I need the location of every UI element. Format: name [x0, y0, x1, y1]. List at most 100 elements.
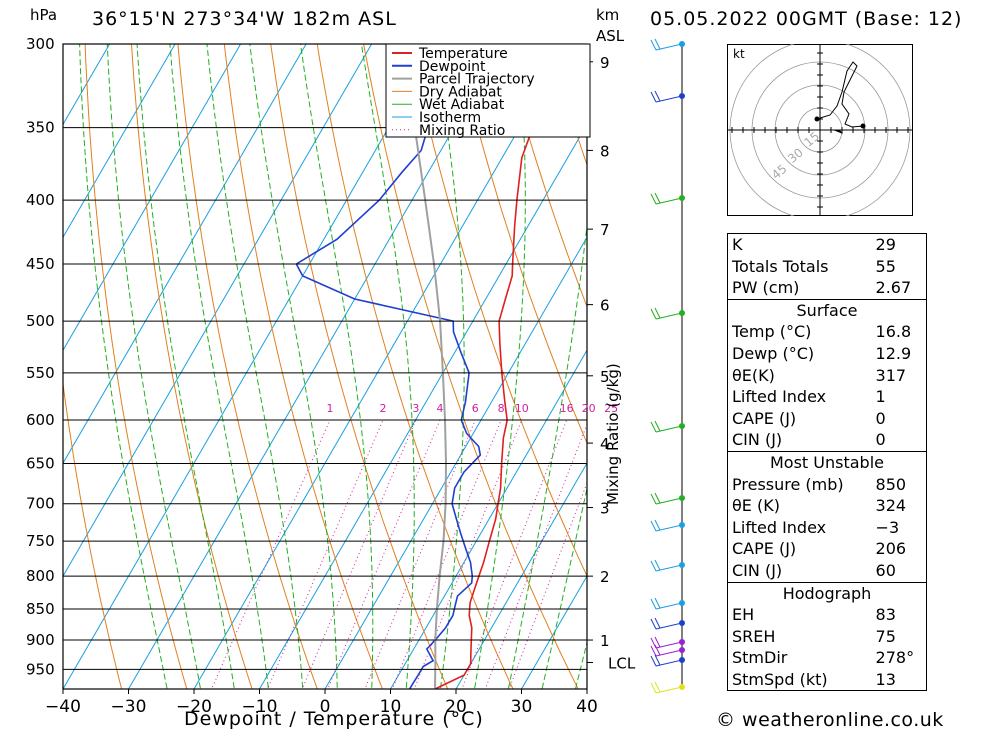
x-tick-label: 0 [320, 697, 331, 717]
wind-barb [650, 519, 683, 532]
wet-adiabat-line [507, 221, 587, 689]
mixing-ratio-label: 2 [380, 402, 387, 415]
x-tick-label: −10 [242, 697, 278, 717]
hodograph-trace [816, 61, 864, 128]
km-tick-label: 3 [600, 500, 610, 518]
mixing-ratio-label: 25 [604, 402, 618, 415]
dry-adiabat-line [682, 26, 720, 698]
series-line-parcel-trajectory [403, 44, 448, 689]
wet-adiabat-line [433, 44, 465, 689]
wind-barb [650, 492, 683, 505]
index-label: SREH [732, 626, 776, 646]
pressure-tick-label: 650 [26, 454, 55, 472]
mixing-ratio-label: 8 [498, 402, 505, 415]
dry-adiabat-line [363, 44, 579, 689]
wet-adiabat-line [136, 44, 235, 689]
pressure-tick-label: 550 [26, 364, 55, 382]
legend-box [385, 43, 591, 138]
wind-barb [650, 644, 683, 657]
x-tick-label: 40 [576, 697, 598, 717]
mixing-ratio-line [327, 419, 441, 689]
diagram-labels: 3003504004505005506006507007508008509009… [26, 35, 636, 717]
indices-section-title: Surface [728, 299, 927, 321]
km-tick-label: 5 [600, 368, 610, 386]
wet-adiabat-line [106, 44, 202, 689]
wind-barb [650, 307, 683, 320]
basic-indices: K 29 Totals Totals 55 PW (cm) 2.67 [727, 233, 927, 300]
index-value: 16.8 [875, 322, 912, 342]
index-label: Dewp (°C) [732, 343, 815, 363]
pressure-tick-label: 950 [26, 660, 55, 678]
indices-row: K 29 [728, 234, 927, 256]
legend-label: Wet Adiabat [419, 97, 505, 113]
dry-adiabat-line [130, 44, 253, 689]
wind-barb [650, 681, 683, 694]
wind-barb [650, 90, 683, 103]
mixing-ratio-label: 20 [582, 402, 596, 415]
index-value: 278° [875, 648, 915, 668]
index-label: StmSpd (kt) [732, 669, 828, 689]
station-coordinates: 36°15'N 273°34'W 182m ASL [92, 8, 397, 30]
wind-barb [650, 420, 683, 433]
hodograph-point [860, 123, 866, 129]
indices-row: StmSpd (kt) 13 [728, 669, 927, 691]
dry-adiabat-line [316, 44, 514, 689]
index-value: 0 [875, 430, 886, 450]
legend-label: Dewpoint [419, 59, 486, 75]
index-value: 206 [875, 539, 907, 559]
index-value: 324 [875, 496, 907, 516]
index-value: 0 [875, 408, 886, 428]
wind-barb [650, 38, 683, 51]
wind-barb [650, 559, 683, 572]
series-line-dewpoint [295, 44, 536, 689]
x-axis-label: Dewpoint / Temperature (°C) [184, 708, 484, 730]
indices-row: CIN (J) 0 [728, 429, 927, 451]
legend-label: Dry Adiabat [419, 84, 502, 100]
pressure-tick-label: 850 [26, 600, 55, 618]
index-label: CIN (J) [732, 430, 783, 450]
mixing-ratio-line [266, 419, 384, 689]
height-axis-asl: ASL [596, 27, 625, 45]
surface-indices: Surface Temp (°C) 16.8 Dewp (°C) 12.9 θE(K) 31… [727, 299, 927, 452]
indices-section-title: Most Unstable [728, 451, 927, 473]
index-value: 29 [875, 235, 896, 254]
index-label: Lifted Index [732, 387, 827, 407]
index-value: 12.9 [875, 343, 912, 363]
x-tick-label: 20 [445, 697, 467, 717]
wet-adiabat-line [79, 44, 168, 689]
index-label: θE(K) [732, 365, 775, 385]
km-tick-label: 7 [600, 221, 610, 239]
dry-adiabat-line [502, 44, 587, 308]
dry-adiabat-line [177, 44, 318, 689]
mixing-ratio-label: 6 [472, 402, 479, 415]
index-label: θE (K) [732, 496, 780, 516]
wind-barb [650, 597, 683, 610]
indices-row: Lifted Index −3 [728, 517, 927, 539]
index-label: CIN (J) [732, 560, 783, 580]
indices-row: CAPE (J) 0 [728, 408, 927, 430]
wet-adiabat-line [574, 640, 587, 689]
series-line-temperature [434, 44, 563, 689]
isotherm-line [63, 44, 176, 239]
dry-adiabat-line [455, 44, 587, 445]
pressure-tick-label: 350 [26, 119, 55, 137]
pressure-tick-label: 300 [26, 35, 55, 53]
wind-profile [650, 38, 685, 694]
mixing-ratio-label: 10 [515, 402, 529, 415]
section-title-text: Surface [796, 300, 858, 320]
index-label: EH [732, 605, 755, 625]
pressure-tick-label: 900 [26, 631, 55, 649]
dry-adiabat-line [63, 380, 123, 689]
skewt-diagram: 3003504004505005506006507007508008509009… [26, 26, 720, 717]
index-value: 850 [875, 474, 907, 494]
height-axis-unit: km [596, 6, 620, 24]
wet-adiabat-line [169, 44, 269, 689]
index-label: Temp (°C) [732, 322, 812, 342]
x-tick-label: −20 [176, 697, 212, 717]
index-label: CAPE (J) [732, 539, 797, 559]
mixing-ratio-line [461, 419, 568, 689]
dry-adiabat-line [636, 26, 720, 698]
section-title-text: Most Unstable [770, 452, 884, 472]
wind-barb [650, 617, 683, 630]
mixing-ratio-line [211, 419, 331, 689]
